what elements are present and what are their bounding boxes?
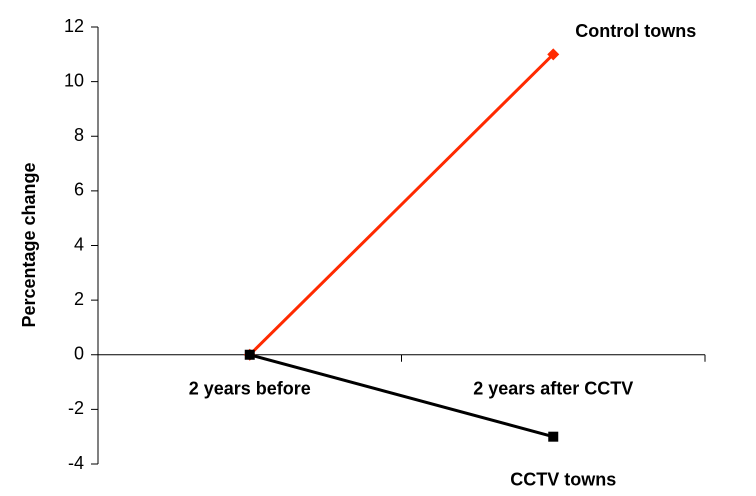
x-tick-label: 2 years after CCTV bbox=[473, 379, 633, 399]
y-tick-label: -2 bbox=[68, 398, 84, 418]
marker bbox=[548, 431, 559, 442]
series-label: CCTV towns bbox=[510, 469, 616, 489]
y-tick-label: 8 bbox=[74, 125, 84, 145]
y-tick-label: -4 bbox=[68, 453, 84, 473]
marker bbox=[244, 349, 255, 360]
series-label: Control towns bbox=[575, 21, 696, 41]
y-tick-label: 12 bbox=[64, 16, 84, 36]
y-tick-label: 4 bbox=[74, 234, 84, 254]
y-tick-label: 10 bbox=[64, 70, 84, 90]
series-line bbox=[249, 353, 554, 439]
y-axis-label: Percentage change bbox=[19, 162, 39, 327]
x-tick-label: 2 years before bbox=[189, 379, 311, 399]
marker bbox=[547, 48, 560, 61]
y-tick-label: 2 bbox=[74, 289, 84, 309]
y-tick-label: 0 bbox=[74, 344, 84, 364]
series-line bbox=[248, 53, 555, 356]
y-tick-label: 6 bbox=[74, 180, 84, 200]
